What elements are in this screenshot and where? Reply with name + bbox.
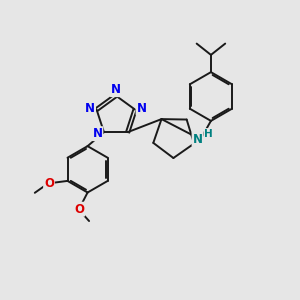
Text: N: N (193, 133, 202, 146)
Text: O: O (44, 177, 54, 190)
Text: H: H (205, 129, 213, 139)
Text: N: N (85, 102, 95, 115)
Text: N: N (136, 102, 147, 115)
Text: N: N (111, 83, 121, 96)
Text: N: N (92, 127, 102, 140)
Text: O: O (74, 202, 84, 216)
